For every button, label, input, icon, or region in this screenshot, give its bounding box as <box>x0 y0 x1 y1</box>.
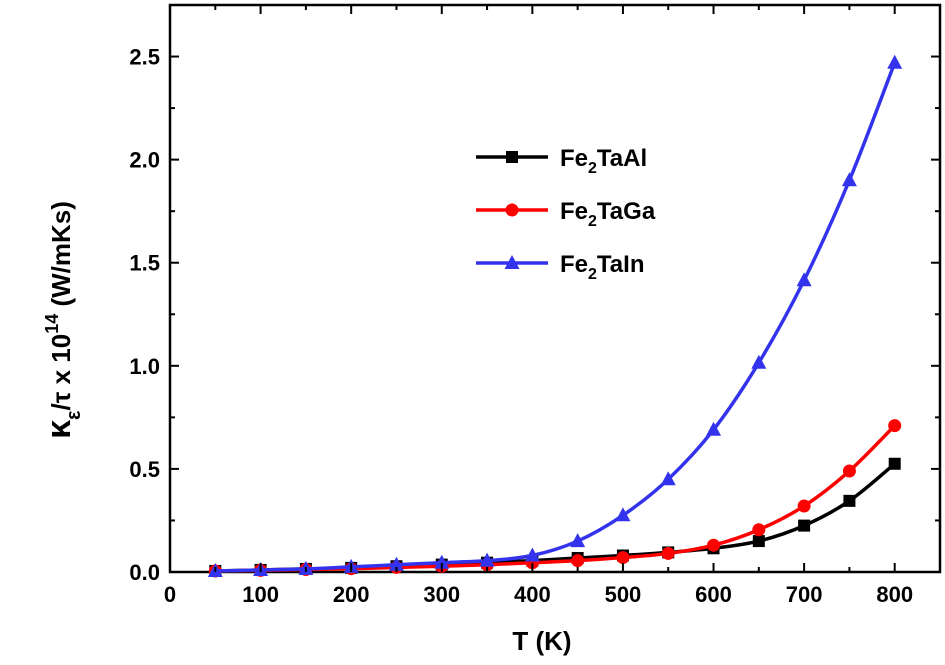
y-tick-label: 2.5 <box>129 45 160 70</box>
data-point-circle <box>888 419 902 433</box>
series-circle <box>208 419 902 578</box>
x-tick-label: 300 <box>423 582 460 607</box>
data-point-triangle <box>887 54 903 69</box>
data-point-triangle <box>570 533 586 548</box>
legend: Fe2TaAl Fe2TaGa Fe2TaIn <box>476 145 656 283</box>
data-point-circle <box>707 538 721 552</box>
data-point-triangle <box>479 552 495 567</box>
y-axis-title: κε/τ x 1014 (W/mKs) <box>40 201 85 439</box>
series-line-0 <box>215 462 896 573</box>
x-tick-label: 500 <box>605 582 642 607</box>
legend-marker <box>506 151 518 163</box>
y-tick-label: 0.5 <box>129 457 160 482</box>
y-tick-label: 2.0 <box>129 148 160 173</box>
data-point-square <box>888 457 901 470</box>
data-point-circle <box>571 554 585 568</box>
legend-marker <box>504 255 520 269</box>
data-point-circle <box>797 499 811 513</box>
series-layer <box>207 54 903 578</box>
y-tick-label: 1.0 <box>129 354 160 379</box>
data-point-triangle <box>524 547 540 562</box>
data-point-circle <box>616 551 630 565</box>
x-tick-label: 600 <box>695 582 732 607</box>
tick-layer: 0 100 200 300 400 500 600 700 800 0.0 0.5 1.0 1.5 2.0… <box>129 5 940 607</box>
legend-marker <box>505 203 519 217</box>
y-tick-label: 0.0 <box>129 560 160 585</box>
x-tick-label: 100 <box>242 582 279 607</box>
legend-entry: Fe2TaGa <box>476 198 656 230</box>
data-point-square <box>752 535 765 548</box>
legend-entry: Fe2TaIn <box>476 251 644 283</box>
data-point-triangle <box>841 172 857 187</box>
data-point-triangle <box>660 471 676 486</box>
data-point-triangle <box>751 354 767 369</box>
y-axis-kappa: κ <box>40 420 78 439</box>
data-point-square <box>798 519 811 532</box>
x-tick-label: 0 <box>164 582 176 607</box>
series-square <box>209 457 901 577</box>
data-point-triangle <box>434 554 450 569</box>
data-point-circle <box>661 546 675 560</box>
x-tick-label: 700 <box>786 582 823 607</box>
series-triangle <box>207 54 903 577</box>
legend-label: Fe2TaAl <box>560 145 647 177</box>
x-tick-label: 200 <box>333 582 370 607</box>
y-tick-label: 1.5 <box>129 251 160 276</box>
x-tick-label: 800 <box>876 582 913 607</box>
x-tick-label: 400 <box>514 582 551 607</box>
y-axis-units: (W/mKs) <box>46 201 76 314</box>
plot-frame <box>168 3 942 574</box>
data-point-triangle <box>615 507 631 522</box>
data-point-square <box>843 494 856 507</box>
data-point-circle <box>752 523 766 537</box>
data-point-circle <box>842 464 856 478</box>
legend-entry: Fe2TaAl <box>476 145 647 177</box>
x-axis-title: T (K) <box>512 626 571 656</box>
y-axis-subscript: ε <box>63 410 85 420</box>
plot-area-border <box>168 3 942 574</box>
data-point-triangle <box>388 556 404 571</box>
legend-label: Fe2TaIn <box>560 251 644 283</box>
y-axis-superscript: 14 <box>42 314 62 334</box>
data-point-triangle <box>796 272 812 287</box>
y-axis-tau-text: /τ x 10 <box>46 334 76 411</box>
data-point-triangle <box>706 421 722 436</box>
series-line-2 <box>215 62 897 573</box>
legend-label: Fe2TaGa <box>560 198 656 230</box>
